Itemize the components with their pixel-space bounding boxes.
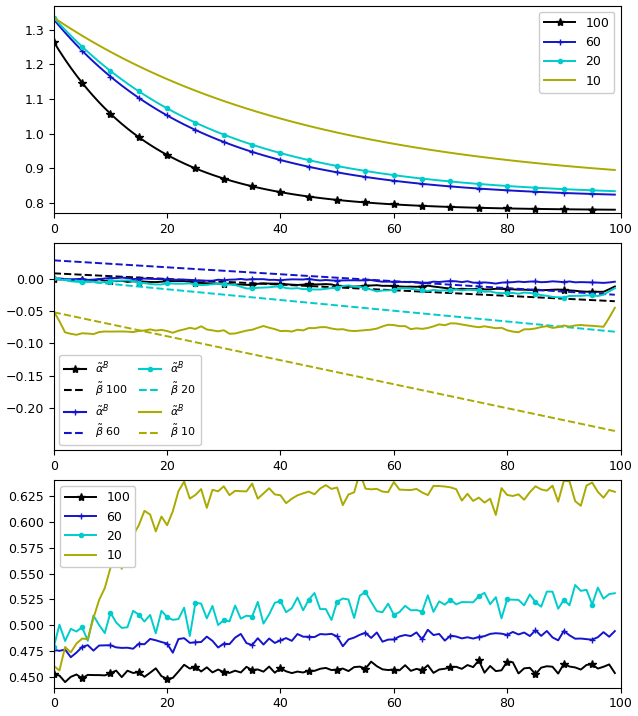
100 [61,678,69,687]
60 [611,190,619,199]
60 [67,653,75,662]
10 [582,163,590,172]
20 [582,186,590,195]
10 [163,521,171,530]
20 [158,101,165,110]
60 [390,635,397,644]
60 [384,175,392,184]
20 [611,187,619,195]
100 [475,656,483,664]
20 [50,14,57,22]
10 [186,494,193,503]
100 [566,205,574,213]
10 [566,162,574,170]
20 [339,163,346,171]
Line: 20: 20 [52,583,617,649]
Line: 100: 100 [50,656,619,686]
60 [163,639,171,648]
20 [566,601,574,609]
20 [384,170,392,178]
10 [158,72,165,81]
60 [158,108,165,117]
Line: 100: 100 [50,38,619,214]
60 [566,189,574,198]
10 [345,490,352,499]
60 [50,15,57,24]
20 [384,599,392,608]
20 [181,113,188,122]
10 [611,165,619,174]
10 [339,130,346,138]
100 [611,205,619,214]
60 [345,635,352,644]
100 [339,196,346,205]
10 [611,488,619,496]
100 [181,159,188,168]
60 [339,169,346,178]
20 [339,594,346,603]
20 [566,185,574,194]
60 [186,639,193,647]
60 [50,645,57,654]
20 [181,604,188,612]
20 [158,606,165,615]
Line: 10: 10 [54,473,615,670]
10 [56,666,63,674]
100 [50,38,57,47]
10 [384,138,392,147]
10 [181,82,188,90]
100 [594,664,602,673]
100 [611,669,619,677]
Line: 60: 60 [50,626,618,661]
10 [396,485,403,494]
100 [163,674,171,683]
100 [390,665,397,674]
100 [577,665,584,674]
60 [594,633,602,642]
20 [50,643,57,652]
10 [594,488,602,496]
Line: 60: 60 [50,16,618,198]
Legend: $\tilde{\alpha}^B$, $\tilde{\beta}$ 100, $\tilde{\alpha}^B$, $\tilde{\beta}$ 60,: $\tilde{\alpha}^B$, $\tilde{\beta}$ 100,… [59,355,201,445]
20 [588,600,596,609]
10 [577,501,584,510]
100 [158,147,165,156]
60 [424,626,432,634]
10 [50,14,57,22]
60 [577,634,584,643]
100 [186,664,193,673]
100 [384,200,392,208]
20 [572,581,579,589]
20 [611,589,619,597]
Legend: 100, 60, 20, 10: 100, 60, 20, 10 [539,11,614,92]
10 [356,468,364,477]
Line: 20: 20 [52,16,617,193]
100 [50,670,57,679]
60 [611,626,619,635]
Legend: 100, 60, 20, 10: 100, 60, 20, 10 [60,486,135,567]
Line: 10: 10 [54,18,615,170]
60 [181,120,188,129]
100 [582,205,590,214]
100 [345,667,352,675]
10 [50,662,57,670]
60 [582,190,590,198]
